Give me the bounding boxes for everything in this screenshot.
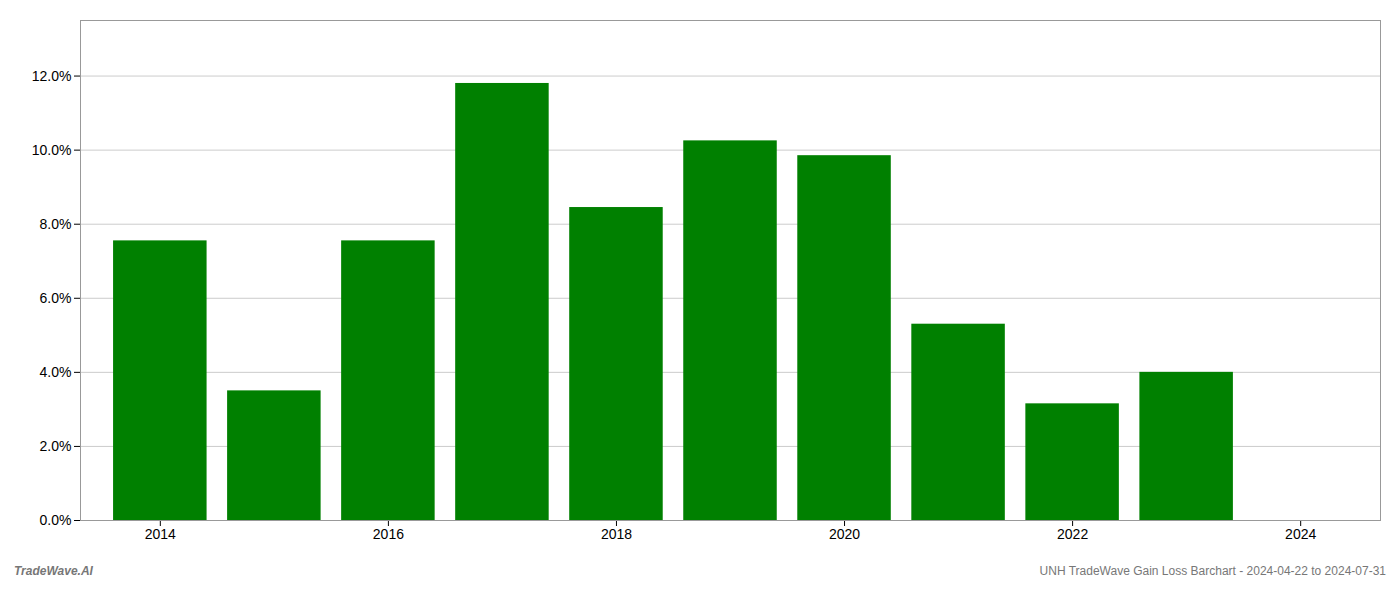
svg-text:2022: 2022 <box>1057 526 1088 542</box>
svg-text:6.0%: 6.0% <box>40 290 72 306</box>
svg-text:8.0%: 8.0% <box>40 216 72 232</box>
svg-text:2.0%: 2.0% <box>40 438 72 454</box>
svg-text:2024: 2024 <box>1285 526 1316 542</box>
svg-text:12.0%: 12.0% <box>32 68 72 84</box>
svg-text:4.0%: 4.0% <box>40 364 72 380</box>
svg-text:2018: 2018 <box>601 526 632 542</box>
svg-text:2014: 2014 <box>145 526 176 542</box>
svg-text:2020: 2020 <box>829 526 860 542</box>
svg-text:2016: 2016 <box>373 526 404 542</box>
svg-text:10.0%: 10.0% <box>32 142 72 158</box>
html-text:UNH TradeWave Gain Loss Barcha: UNH TradeWave Gain Loss Barchart - 2024-… <box>1039 564 1386 578</box>
html-text:TradeWave.AI: TradeWave.AI <box>14 564 93 578</box>
svg-text:0.0%: 0.0% <box>40 512 72 528</box>
